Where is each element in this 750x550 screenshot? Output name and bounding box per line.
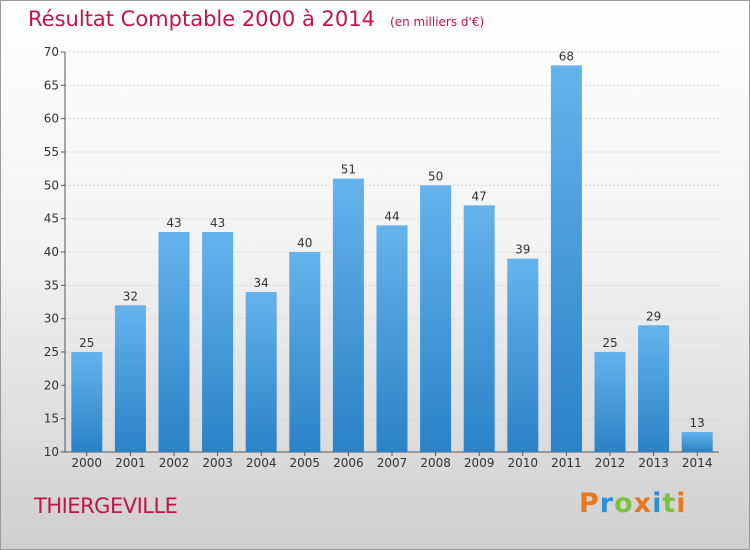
y-tick-label: 70 bbox=[44, 45, 59, 59]
bar-value-label: 34 bbox=[254, 276, 269, 290]
x-tick-label: 2005 bbox=[290, 456, 321, 470]
logo-letter: r bbox=[599, 488, 615, 519]
bar-value-label: 25 bbox=[79, 336, 94, 350]
bar-value-label: 40 bbox=[297, 236, 312, 250]
x-tick-label: 2001 bbox=[115, 456, 146, 470]
y-tick-label: 10 bbox=[44, 445, 59, 459]
y-tick-label: 65 bbox=[44, 78, 59, 92]
x-tick-label: 2012 bbox=[595, 456, 626, 470]
logo-letter: P bbox=[579, 488, 600, 519]
x-tick-label: 2004 bbox=[246, 456, 277, 470]
bar-value-label: 25 bbox=[602, 336, 617, 350]
bar bbox=[114, 305, 146, 452]
bar-value-label: 51 bbox=[341, 163, 356, 177]
y-tick-label: 15 bbox=[44, 412, 59, 426]
bar-value-label: 43 bbox=[166, 216, 181, 230]
y-tick-label: 40 bbox=[44, 245, 59, 259]
y-tick-label: 20 bbox=[44, 378, 59, 392]
bar-value-label: 50 bbox=[428, 169, 443, 183]
bar bbox=[638, 325, 670, 452]
y-tick-label: 60 bbox=[44, 112, 59, 126]
bar-value-label: 43 bbox=[210, 216, 225, 230]
logo-letter: i bbox=[652, 488, 663, 519]
bar-value-label: 44 bbox=[384, 209, 399, 223]
x-tick-label: 2006 bbox=[333, 456, 364, 470]
logo-letter: i bbox=[676, 488, 687, 519]
x-tick-label: 2003 bbox=[202, 456, 233, 470]
x-tick-label: 2013 bbox=[638, 456, 669, 470]
bar bbox=[332, 178, 364, 452]
logo-letter: t bbox=[662, 488, 677, 519]
x-tick-label: 2009 bbox=[464, 456, 495, 470]
bar-value-label: 13 bbox=[690, 416, 705, 430]
bar-value-label: 39 bbox=[515, 243, 530, 257]
y-tick-label: 55 bbox=[44, 145, 59, 159]
y-tick-label: 25 bbox=[44, 345, 59, 359]
bar-value-label: 29 bbox=[646, 309, 661, 323]
proxiti-logo: Proxiti bbox=[579, 488, 687, 519]
x-tick-label: 2007 bbox=[377, 456, 408, 470]
x-tick-label: 2011 bbox=[551, 456, 582, 470]
bar-value-label: 47 bbox=[472, 189, 487, 203]
bar bbox=[550, 65, 582, 452]
bar bbox=[376, 225, 408, 452]
bar bbox=[681, 432, 713, 452]
bar bbox=[420, 185, 452, 453]
bar bbox=[158, 232, 190, 452]
logo-letter: o bbox=[614, 488, 634, 519]
bar bbox=[463, 205, 495, 452]
logo-letter: x bbox=[633, 488, 653, 519]
y-tick-label: 30 bbox=[44, 312, 59, 326]
bar bbox=[507, 258, 539, 452]
bar bbox=[289, 252, 321, 452]
bar-value-label: 68 bbox=[559, 49, 574, 63]
chart-title: Résultat Comptable 2000 à 2014 bbox=[28, 7, 375, 31]
bar bbox=[71, 352, 103, 452]
x-tick-label: 2000 bbox=[72, 456, 103, 470]
y-tick-label: 50 bbox=[44, 178, 59, 192]
x-tick-label: 2008 bbox=[420, 456, 451, 470]
x-tick-label: 2014 bbox=[682, 456, 713, 470]
bar bbox=[245, 292, 277, 452]
x-tick-label: 2002 bbox=[159, 456, 190, 470]
bar bbox=[202, 232, 234, 452]
bar bbox=[594, 352, 626, 452]
chart-subtitle: (en milliers d'€) bbox=[390, 15, 485, 29]
bar-value-label: 32 bbox=[123, 289, 138, 303]
town-name: THIERGEVILLE bbox=[34, 494, 178, 518]
chart-title-block: Résultat Comptable 2000 à 2014 (en milli… bbox=[28, 7, 484, 31]
y-tick-label: 35 bbox=[44, 278, 59, 292]
bars bbox=[71, 65, 713, 453]
x-tick-label: 2010 bbox=[508, 456, 539, 470]
y-tick-label: 45 bbox=[44, 212, 59, 226]
data-labels: 25 32 43 43 34 40 51 44 50 47 39 68 25 29 13 bbox=[79, 49, 705, 430]
